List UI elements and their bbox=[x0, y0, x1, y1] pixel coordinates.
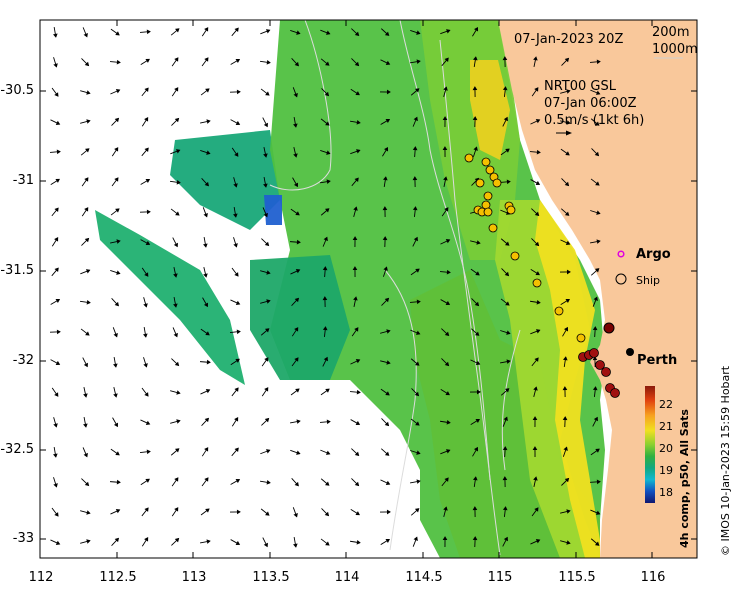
sst-field bbox=[95, 20, 605, 558]
lon-tick-label: 113 bbox=[181, 570, 207, 585]
model-name: NRT00 GSL bbox=[544, 79, 616, 94]
lat-tick-label: -32.5 bbox=[0, 442, 34, 457]
lat-tick-label: -32 bbox=[12, 353, 34, 368]
colorbar-tick: 20 bbox=[659, 442, 673, 455]
ship-observations bbox=[464, 153, 634, 398]
lat-tick-label: -30.5 bbox=[0, 83, 34, 98]
timestamp-label: 07-Jan-2023 20Z bbox=[514, 32, 624, 47]
lon-tick-label: 112 bbox=[28, 570, 54, 585]
lon-tick-label: 116 bbox=[640, 570, 666, 585]
lon-tick-label: 112.5 bbox=[99, 570, 137, 585]
argo-legend-label: Argo bbox=[636, 247, 671, 262]
lon-tick-label: 115.5 bbox=[558, 570, 596, 585]
colorbar-tick: 22 bbox=[659, 398, 673, 411]
perth-label: Perth bbox=[637, 353, 678, 368]
colorbar-tick: 21 bbox=[659, 420, 673, 433]
current-scale-label: 0.5m/s (1kt 6h) bbox=[544, 113, 645, 128]
lon-tick-label: 113.5 bbox=[252, 570, 290, 585]
model-time: 07-Jan 06:00Z bbox=[544, 96, 637, 111]
lon-tick-label: 115 bbox=[487, 570, 513, 585]
colorbar bbox=[645, 386, 655, 503]
current-vectors bbox=[49, 26, 601, 548]
lat-tick-label: -31 bbox=[12, 173, 34, 188]
contour-label-200m: 200m bbox=[652, 25, 690, 40]
lat-tick-label: -31.5 bbox=[0, 263, 34, 278]
argo-marker-icon bbox=[617, 250, 625, 258]
contour-label-1000m: 1000m bbox=[652, 42, 698, 57]
colorbar-tick: 18 bbox=[659, 486, 673, 499]
lon-tick-label: 114.5 bbox=[405, 570, 443, 585]
ship-marker-icon bbox=[615, 273, 627, 285]
colorbar-title: 4h comp, p50, All Sats bbox=[678, 409, 691, 548]
lat-tick-label: -33 bbox=[12, 531, 34, 546]
colorbar-tick: 19 bbox=[659, 464, 673, 477]
lon-tick-label: 114 bbox=[334, 570, 360, 585]
ship-legend-label: Ship bbox=[636, 274, 660, 287]
credit-label: © IMOS 10-Jan-2023 15:59 Hobart bbox=[719, 365, 732, 556]
bathymetry-contours bbox=[269, 20, 521, 556]
